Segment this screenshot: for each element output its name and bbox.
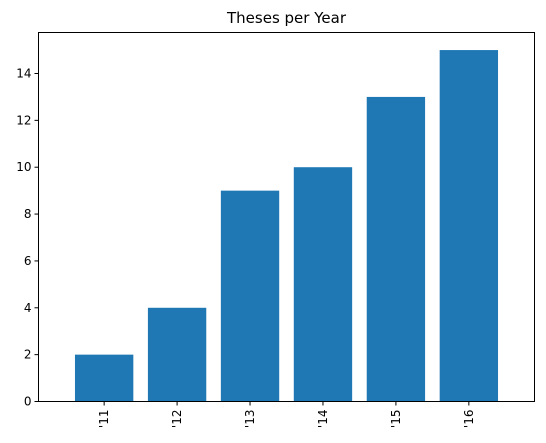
bar-5 bbox=[439, 50, 499, 402]
x-tick-label: '14 bbox=[316, 410, 330, 429]
bar-series bbox=[74, 50, 499, 402]
plot-frame bbox=[38, 32, 535, 402]
x-axis: '11 '12 '13 '14 '15 '16 bbox=[97, 401, 476, 429]
y-tick-label: 0 bbox=[24, 395, 32, 409]
bar-0 bbox=[74, 354, 134, 402]
chart-title: Theses per Year bbox=[226, 9, 347, 27]
y-tick-label: 12 bbox=[16, 113, 31, 127]
bar-1 bbox=[147, 307, 207, 402]
y-tick-label: 4 bbox=[24, 301, 32, 315]
y-tick-label: 14 bbox=[16, 67, 31, 81]
x-tick-label: '15 bbox=[389, 410, 403, 429]
y-tick-label: 10 bbox=[16, 160, 31, 174]
x-tick-label: '12 bbox=[170, 410, 184, 429]
y-tick-label: 6 bbox=[24, 254, 32, 268]
x-tick-label: '11 bbox=[97, 410, 111, 429]
y-tick-label: 8 bbox=[24, 207, 32, 221]
x-tick-label: '16 bbox=[462, 410, 476, 429]
x-tick-label: '13 bbox=[243, 410, 257, 429]
bar-2 bbox=[220, 190, 280, 402]
y-axis: 0 2 4 6 8 10 12 14 bbox=[16, 67, 39, 409]
bar-3 bbox=[293, 167, 353, 402]
y-tick-label: 2 bbox=[24, 348, 32, 362]
bar-4 bbox=[366, 96, 426, 402]
